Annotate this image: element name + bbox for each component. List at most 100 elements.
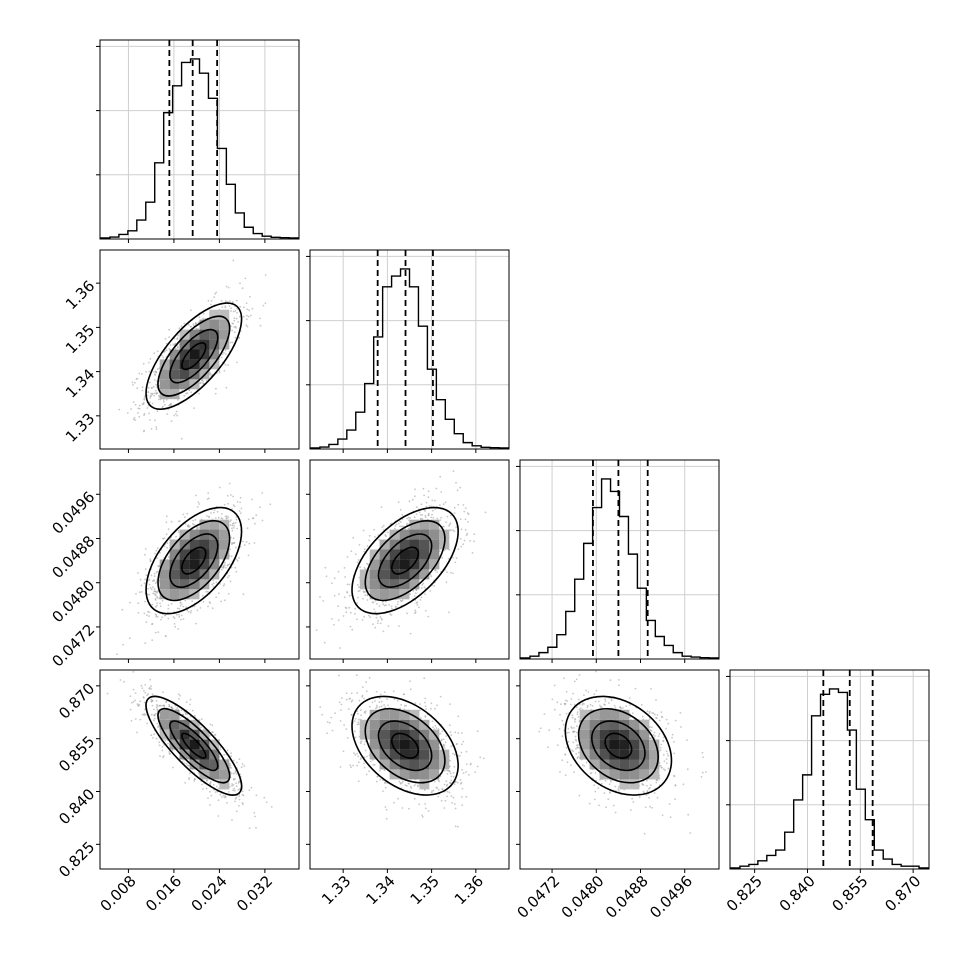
sample-point: [442, 503, 445, 506]
sample-point: [459, 782, 462, 785]
density-cell: [159, 559, 170, 570]
sample-point: [230, 752, 233, 754]
sample-point: [368, 590, 370, 593]
sample-point: [378, 605, 381, 607]
density-cell: [219, 539, 230, 550]
sample-point: [190, 309, 192, 312]
sample-point: [253, 542, 256, 544]
sample-point: [338, 647, 341, 649]
sample-point: [373, 528, 375, 531]
sample-point: [230, 755, 233, 757]
sample-point: [183, 394, 186, 397]
sample-point: [206, 590, 209, 593]
sample-point: [193, 779, 196, 782]
sample-point: [139, 578, 142, 581]
sample-point: [430, 702, 433, 705]
sample-point: [233, 778, 235, 781]
sample-point: [409, 593, 412, 596]
sample-point: [139, 718, 142, 721]
sample-point: [145, 574, 148, 577]
density-cell: [379, 569, 390, 580]
sample-point: [460, 743, 463, 746]
sample-point: [368, 614, 370, 617]
sample-point: [440, 491, 443, 493]
sample-point: [464, 528, 467, 531]
sample-point: [349, 625, 352, 628]
sample-point: [132, 418, 135, 421]
sample-point: [427, 512, 430, 515]
sample-point: [168, 751, 171, 753]
sample-point: [231, 784, 233, 787]
sample-point: [207, 797, 209, 799]
sample-point: [255, 826, 257, 829]
sample-point: [167, 604, 170, 607]
sample-point: [391, 607, 393, 610]
sample-point: [175, 347, 177, 350]
sample-point: [205, 590, 208, 593]
sample-point: [217, 815, 220, 817]
density-cell: [179, 729, 190, 740]
sample-point: [456, 489, 459, 492]
sample-point: [144, 568, 147, 571]
sample-point: [215, 291, 218, 294]
sample-point: [378, 706, 381, 708]
sample-point: [232, 495, 235, 498]
sample-point: [141, 386, 144, 389]
sample-point: [431, 509, 434, 512]
sample-point: [331, 582, 333, 585]
sample-point: [185, 392, 188, 395]
sample-point: [234, 771, 237, 774]
sample-point: [209, 790, 211, 793]
sample-point: [399, 525, 401, 527]
sample-point: [143, 398, 146, 401]
sample-point: [452, 470, 455, 473]
sample-point: [240, 766, 243, 769]
contour-line: [181, 546, 207, 575]
sample-point: [357, 780, 360, 783]
sample-point: [378, 538, 380, 541]
sample-point: [416, 604, 419, 606]
sample-point: [195, 327, 198, 330]
sample-point: [162, 356, 165, 359]
sample-point: [156, 703, 158, 706]
contour-line: [145, 695, 243, 796]
density-cell: [169, 579, 180, 590]
sample-point: [207, 299, 210, 302]
sample-point: [156, 557, 159, 559]
sample-point: [151, 603, 154, 606]
density-cell: [369, 559, 380, 570]
sample-point: [212, 783, 215, 786]
sample-point: [362, 597, 364, 600]
sample-point: [156, 392, 158, 395]
sample-point: [394, 605, 397, 608]
sample-point: [134, 718, 137, 720]
sample-point: [181, 389, 184, 392]
density-cell: [179, 329, 190, 340]
sample-point: [414, 611, 417, 614]
sample-point: [451, 572, 454, 575]
sample-point: [264, 274, 267, 276]
sample-point: [409, 688, 412, 691]
sample-point: [235, 516, 238, 518]
sample-point: [322, 600, 325, 602]
sample-point: [141, 687, 144, 689]
sample-point: [221, 568, 223, 571]
sample-point: [185, 763, 188, 765]
sample-point: [150, 734, 153, 737]
sample-point: [453, 512, 456, 514]
density-cell: [389, 549, 400, 560]
sample-point: [402, 525, 404, 528]
contour-line: [181, 732, 207, 759]
sample-point: [227, 563, 230, 566]
sample-point: [409, 517, 411, 519]
sample-point: [219, 793, 222, 796]
sample-point: [143, 430, 145, 433]
sample-point: [162, 400, 165, 403]
sample-point: [326, 732, 328, 735]
sample-point: [145, 621, 148, 624]
sample-point: [158, 744, 161, 747]
sample-point: [254, 815, 256, 818]
sample-point: [430, 516, 433, 519]
sample-point: [143, 714, 146, 717]
density-cell: [199, 329, 210, 340]
